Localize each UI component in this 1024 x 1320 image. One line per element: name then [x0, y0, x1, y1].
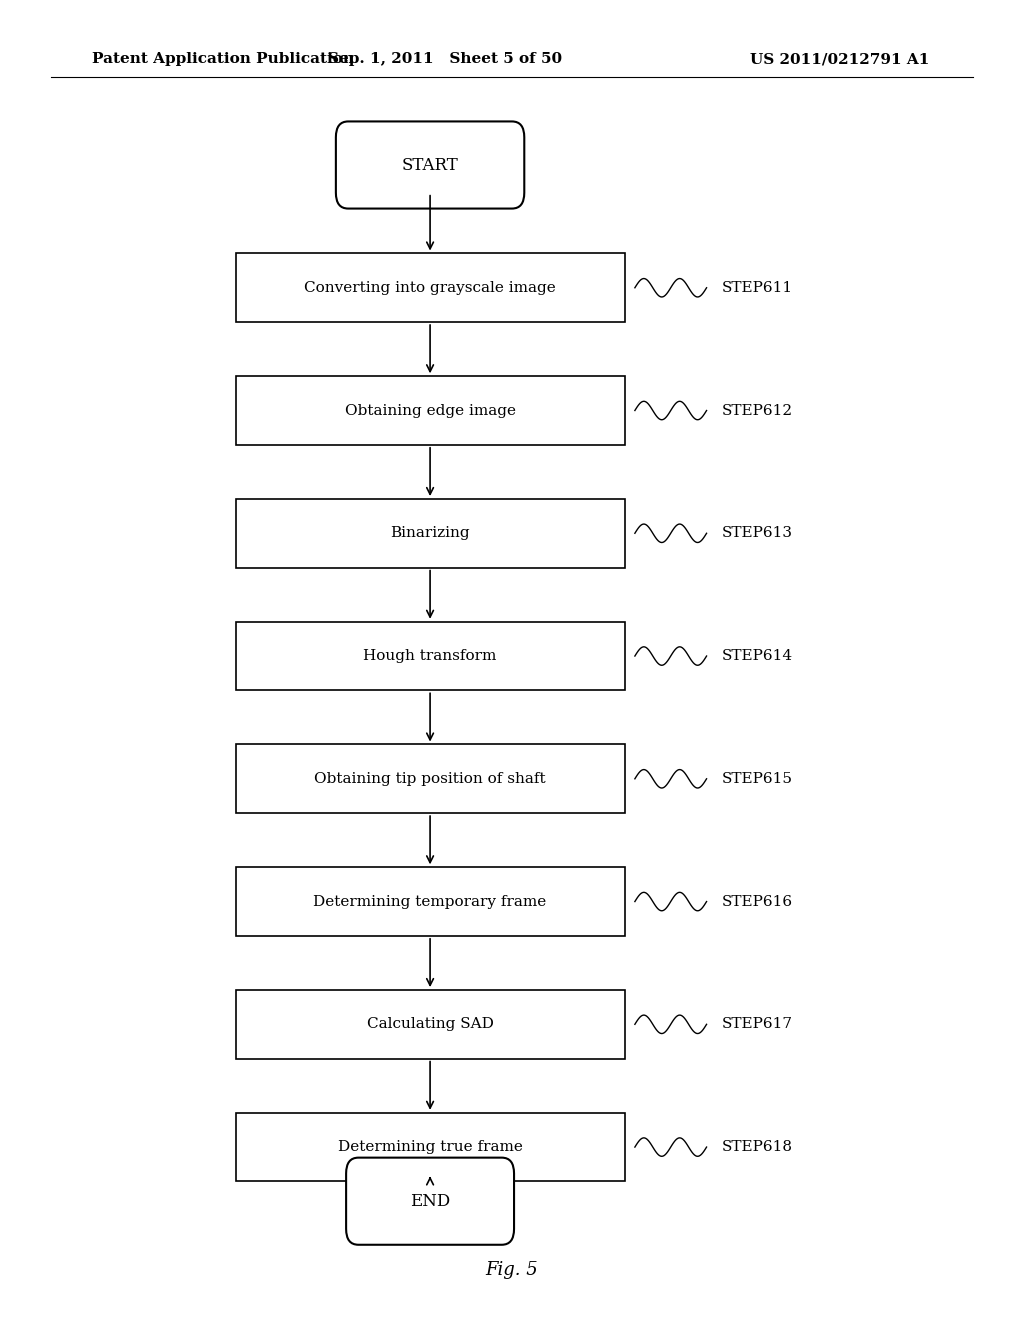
FancyBboxPatch shape — [336, 121, 524, 209]
Bar — [236, 867, 625, 936]
Text: Patent Application Publication: Patent Application Publication — [92, 53, 354, 66]
Text: Fig. 5: Fig. 5 — [485, 1261, 539, 1279]
Text: STEP617: STEP617 — [722, 1018, 793, 1031]
Text: STEP611: STEP611 — [722, 281, 793, 294]
Text: STEP616: STEP616 — [722, 895, 793, 908]
Text: US 2011/0212791 A1: US 2011/0212791 A1 — [750, 53, 930, 66]
Text: STEP618: STEP618 — [722, 1140, 793, 1154]
Text: STEP613: STEP613 — [722, 527, 793, 540]
Text: START: START — [401, 157, 459, 173]
Text: Determining temporary frame: Determining temporary frame — [313, 895, 547, 908]
Text: STEP614: STEP614 — [722, 649, 793, 663]
Text: Hough transform: Hough transform — [364, 649, 497, 663]
Text: Binarizing: Binarizing — [390, 527, 470, 540]
Bar — [236, 1113, 625, 1181]
Bar — [236, 744, 625, 813]
Text: STEP612: STEP612 — [722, 404, 793, 417]
Bar — [236, 376, 625, 445]
Bar — [236, 990, 625, 1059]
Text: STEP615: STEP615 — [722, 772, 793, 785]
Text: Converting into grayscale image: Converting into grayscale image — [304, 281, 556, 294]
Bar — [236, 253, 625, 322]
Bar — [236, 499, 625, 568]
Text: Determining true frame: Determining true frame — [338, 1140, 522, 1154]
Text: END: END — [410, 1193, 451, 1209]
Text: Sep. 1, 2011   Sheet 5 of 50: Sep. 1, 2011 Sheet 5 of 50 — [329, 53, 562, 66]
Text: Calculating SAD: Calculating SAD — [367, 1018, 494, 1031]
FancyBboxPatch shape — [346, 1158, 514, 1245]
Bar — [236, 622, 625, 690]
Text: Obtaining edge image: Obtaining edge image — [345, 404, 515, 417]
Text: Obtaining tip position of shaft: Obtaining tip position of shaft — [314, 772, 546, 785]
